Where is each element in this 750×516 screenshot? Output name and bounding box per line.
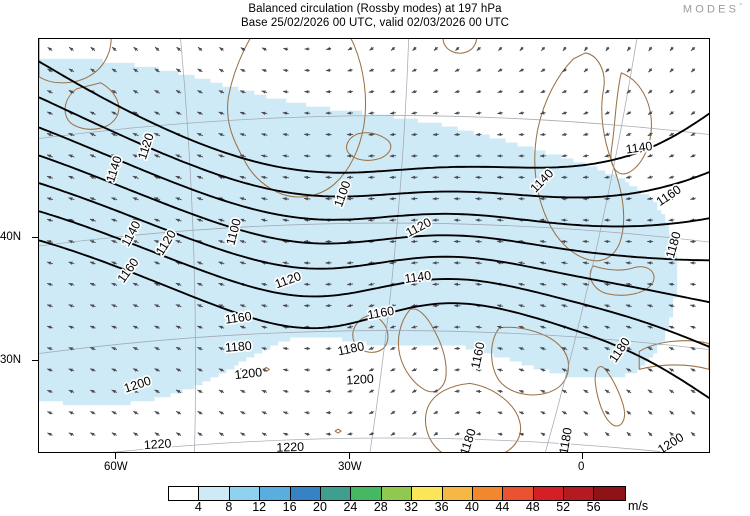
- colorbar-tick-label: 32: [404, 500, 419, 514]
- lat-tick-mark: [32, 237, 38, 239]
- colorbar-tick-label: 4: [194, 500, 202, 514]
- colorbar-swatch: [381, 487, 413, 500]
- colorbar-swatch: [412, 487, 443, 500]
- chart-title: Balanced circulation (Rossby modes) at 1…: [248, 3, 502, 15]
- lon-tick-label: 60W: [104, 461, 128, 473]
- logo-text: MODES: [682, 3, 740, 16]
- colorbar-swatch: [199, 487, 230, 500]
- title-block: Balanced circulation (Rossby modes) at 1…: [0, 0, 750, 30]
- lon-tick-mark: [582, 453, 584, 459]
- contour-line: [39, 210, 709, 348]
- colorbar-swatches: [168, 486, 626, 501]
- colorbar-tick-label: 52: [556, 500, 571, 514]
- colorbar-swatch: [351, 487, 382, 500]
- logo-mark: °: [739, 3, 742, 10]
- colorbar: [168, 486, 626, 501]
- colorbar-swatch: [564, 487, 595, 500]
- contour-line: [39, 182, 709, 304]
- colorbar-swatch: [260, 487, 291, 500]
- colorbar-swatch: [594, 487, 625, 500]
- colorbar-tick-label: 40: [465, 500, 479, 514]
- colorbar-tick-label: 24: [343, 500, 358, 514]
- lat-tick-label: 40N: [0, 231, 22, 243]
- lon-tick-label: 0: [578, 461, 585, 473]
- colorbar-swatch: [503, 487, 534, 500]
- colorbar-units-label: m/s: [628, 499, 649, 513]
- colorbar-swatch: [320, 487, 352, 500]
- colorbar-swatch: [472, 487, 504, 500]
- colorbar-swatch: [290, 487, 321, 500]
- colorbar-tick-label: 20: [313, 500, 327, 514]
- colorbar-swatch: [229, 487, 261, 500]
- colorbar-tick-label: 56: [586, 500, 601, 514]
- colorbar-tick-label: 36: [434, 500, 449, 514]
- contour-line: [39, 60, 709, 174]
- colorbar-tick-label: 12: [252, 500, 267, 514]
- map-plot-area: 1120 1120 1140 1140 1140 1140 1120 1120 1160 1160…: [38, 38, 710, 453]
- lat-tick-mark: [32, 360, 38, 362]
- colorbar-swatch: [533, 487, 565, 500]
- colorbar-tick-label: 48: [525, 500, 540, 514]
- colorbar-tick-label: 16: [282, 500, 297, 514]
- lat-tick-label: 30N: [0, 354, 22, 366]
- colorbar-tick-label: 8: [225, 500, 233, 514]
- modes-logo: MODES°: [683, 3, 742, 16]
- contour-line: [39, 239, 709, 400]
- lon-tick-mark: [349, 453, 351, 459]
- colorbar-tick-label: 44: [495, 500, 510, 514]
- contour-line: [39, 96, 709, 199]
- colorbar-swatch: [169, 487, 200, 500]
- colorbar-tick-label: 28: [373, 500, 388, 514]
- contour-line: [39, 154, 709, 262]
- chart-subtitle: Base 25/02/2026 00 UTC, valid 02/03/2026…: [240, 17, 510, 29]
- contour-line: [39, 126, 709, 228]
- lon-tick-label: 30W: [338, 461, 362, 473]
- colorbar-swatch: [442, 487, 473, 500]
- lon-tick-mark: [115, 453, 117, 459]
